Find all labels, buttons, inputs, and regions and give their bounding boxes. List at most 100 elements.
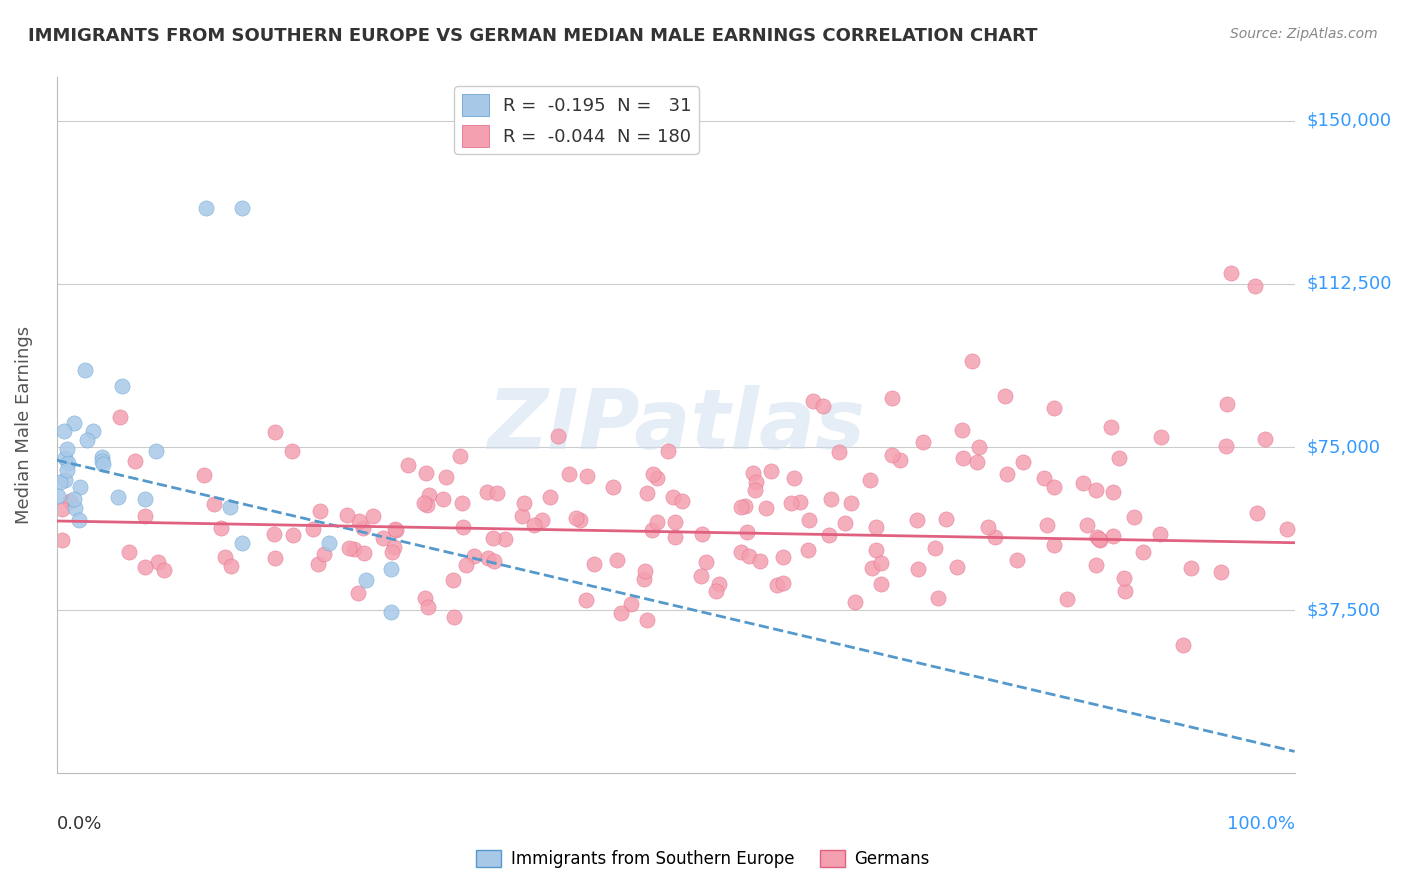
Point (1088, 533, 1111, 547)
Point (911, 434, 934, 449)
Y-axis label: Median Male Earnings: Median Male Earnings (15, 326, 32, 524)
Point (633, 572, 655, 586)
Point (564, 511, 586, 525)
Point (342, 541, 364, 556)
Point (811, 400, 834, 414)
Point (834, 516, 856, 531)
Point (889, 453, 911, 467)
Point (730, 500, 752, 515)
Point (995, 467, 1018, 482)
Text: ZIPatlas: ZIPatlas (486, 384, 865, 466)
Point (1216, 397, 1239, 411)
Point (1084, 558, 1107, 572)
Point (882, 448, 904, 462)
Point (482, 531, 505, 545)
Point (53, 473, 76, 487)
Point (1090, 533, 1112, 548)
Point (1043, 401, 1066, 415)
Point (636, 485, 658, 500)
Point (416, 599, 439, 614)
Point (844, 594, 866, 608)
Point (1076, 518, 1098, 533)
Point (927, 591, 949, 605)
Point (538, 490, 561, 504)
Text: $150,000: $150,000 (1308, 112, 1392, 130)
Point (413, 496, 436, 510)
Point (749, 554, 772, 568)
Point (865, 543, 887, 558)
Point (935, 512, 957, 526)
Point (576, 468, 599, 483)
Point (62, 416, 84, 430)
Point (263, 425, 285, 440)
Point (742, 467, 765, 481)
Legend: R =  -0.195  N =   31, R =  -0.044  N = 180: R = -0.195 N = 31, R = -0.044 N = 180 (454, 87, 699, 154)
Point (643, 467, 665, 481)
Point (118, 545, 141, 559)
Point (1007, 553, 1029, 567)
Point (1122, 509, 1144, 524)
Point (494, 532, 516, 546)
Point (73, 363, 96, 377)
Point (53, 450, 76, 465)
Point (380, 605, 402, 619)
Point (214, 550, 236, 565)
Point (1085, 483, 1108, 498)
Point (513, 496, 536, 510)
Point (827, 445, 849, 459)
Point (657, 443, 679, 458)
Point (152, 562, 174, 576)
Point (202, 497, 225, 511)
Point (1215, 439, 1237, 453)
Point (1180, 561, 1202, 575)
Point (82, 424, 104, 438)
Point (111, 379, 134, 393)
Point (924, 541, 946, 555)
Point (449, 449, 471, 463)
Point (1114, 584, 1136, 599)
Point (93, 457, 115, 471)
Point (76, 434, 98, 448)
Point (609, 606, 631, 620)
Point (339, 541, 361, 555)
Point (870, 576, 893, 591)
Point (384, 522, 406, 536)
Point (960, 354, 983, 368)
Point (1101, 529, 1123, 543)
Point (994, 389, 1017, 403)
Point (193, 467, 215, 482)
Point (1108, 450, 1130, 465)
Point (124, 454, 146, 468)
Point (51, 533, 73, 547)
Point (905, 513, 928, 527)
Point (1043, 480, 1066, 494)
Point (647, 471, 669, 485)
Legend: Immigrants from Southern Europe, Germans: Immigrants from Southern Europe, Germans (470, 843, 936, 875)
Point (347, 586, 370, 600)
Text: 0.0%: 0.0% (56, 815, 103, 833)
Point (209, 521, 232, 535)
Point (62, 492, 84, 507)
Point (690, 527, 713, 541)
Point (772, 549, 794, 564)
Point (664, 530, 686, 544)
Point (1043, 539, 1066, 553)
Point (606, 553, 628, 567)
Point (69, 480, 91, 494)
Point (63, 501, 86, 516)
Point (1132, 545, 1154, 559)
Point (634, 565, 657, 579)
Point (432, 491, 454, 506)
Point (413, 591, 436, 605)
Point (353, 546, 375, 560)
Text: $75,000: $75,000 (1308, 438, 1381, 456)
Point (264, 550, 287, 565)
Point (463, 549, 485, 564)
Point (983, 530, 1005, 544)
Point (51, 501, 73, 516)
Point (620, 598, 643, 612)
Point (966, 455, 988, 469)
Point (134, 509, 156, 524)
Point (219, 558, 242, 573)
Point (318, 536, 340, 550)
